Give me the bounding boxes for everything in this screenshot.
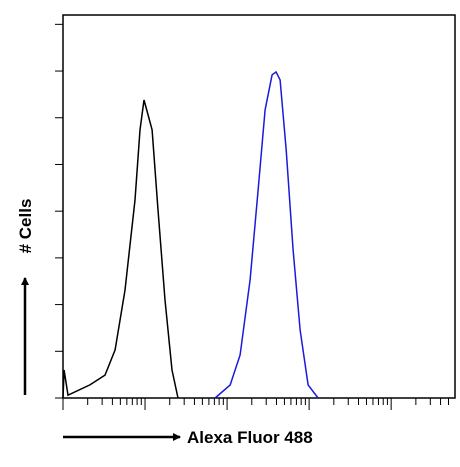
x-axis-label: Alexa Fluor 488 bbox=[187, 428, 313, 447]
histogram-line bbox=[62, 99, 179, 399]
histogram-line bbox=[214, 70, 319, 399]
y-axis-label: # Cells bbox=[16, 199, 35, 254]
plot-frame bbox=[62, 14, 456, 399]
